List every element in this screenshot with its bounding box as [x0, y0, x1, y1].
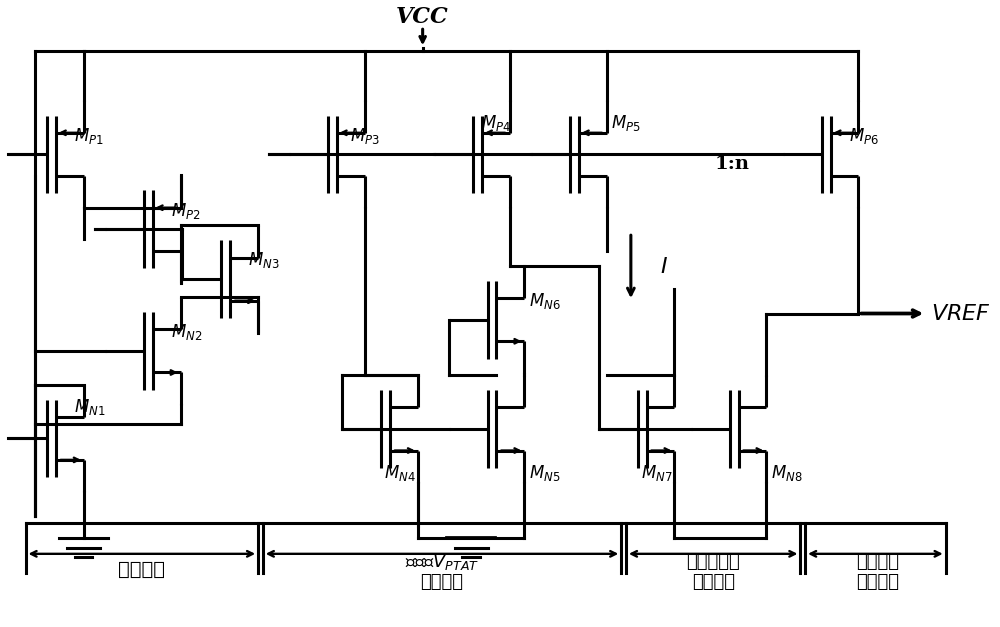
Text: $M_{N8}$: $M_{N8}$ [771, 463, 803, 483]
Text: $I$: $I$ [660, 256, 668, 278]
Text: 1:n: 1:n [715, 155, 750, 172]
Text: 自偏置$V_{PTAT}$: 自偏置$V_{PTAT}$ [405, 552, 479, 572]
Text: 产生电路: 产生电路 [421, 573, 464, 591]
Text: $M_{N1}$: $M_{N1}$ [74, 397, 105, 417]
Text: $M_{P4}$: $M_{P4}$ [481, 113, 511, 133]
Text: 平方律电流: 平方律电流 [686, 553, 740, 571]
Text: $M_{N4}$: $M_{N4}$ [384, 463, 416, 483]
Text: $M_{N7}$: $M_{N7}$ [641, 463, 672, 483]
Text: $M_{P6}$: $M_{P6}$ [849, 125, 879, 145]
Text: 启动电路: 启动电路 [118, 560, 165, 579]
Text: $VREF$: $VREF$ [931, 302, 991, 325]
Text: $M_{P2}$: $M_{P2}$ [171, 201, 200, 221]
Text: 基准电压: 基准电压 [856, 553, 899, 571]
Text: $M_{N2}$: $M_{N2}$ [171, 322, 202, 342]
Text: 产生电路: 产生电路 [692, 573, 735, 591]
Text: $M_{N5}$: $M_{N5}$ [529, 463, 561, 483]
Text: $M_{N6}$: $M_{N6}$ [529, 291, 561, 311]
Text: 输出电路: 输出电路 [856, 573, 899, 591]
Text: $M_{P5}$: $M_{P5}$ [611, 113, 641, 133]
Text: VCC: VCC [396, 6, 449, 28]
Text: $M_{N3}$: $M_{N3}$ [248, 250, 280, 270]
Text: $M_{P3}$: $M_{P3}$ [350, 125, 380, 145]
Text: $M_{P1}$: $M_{P1}$ [74, 125, 104, 145]
